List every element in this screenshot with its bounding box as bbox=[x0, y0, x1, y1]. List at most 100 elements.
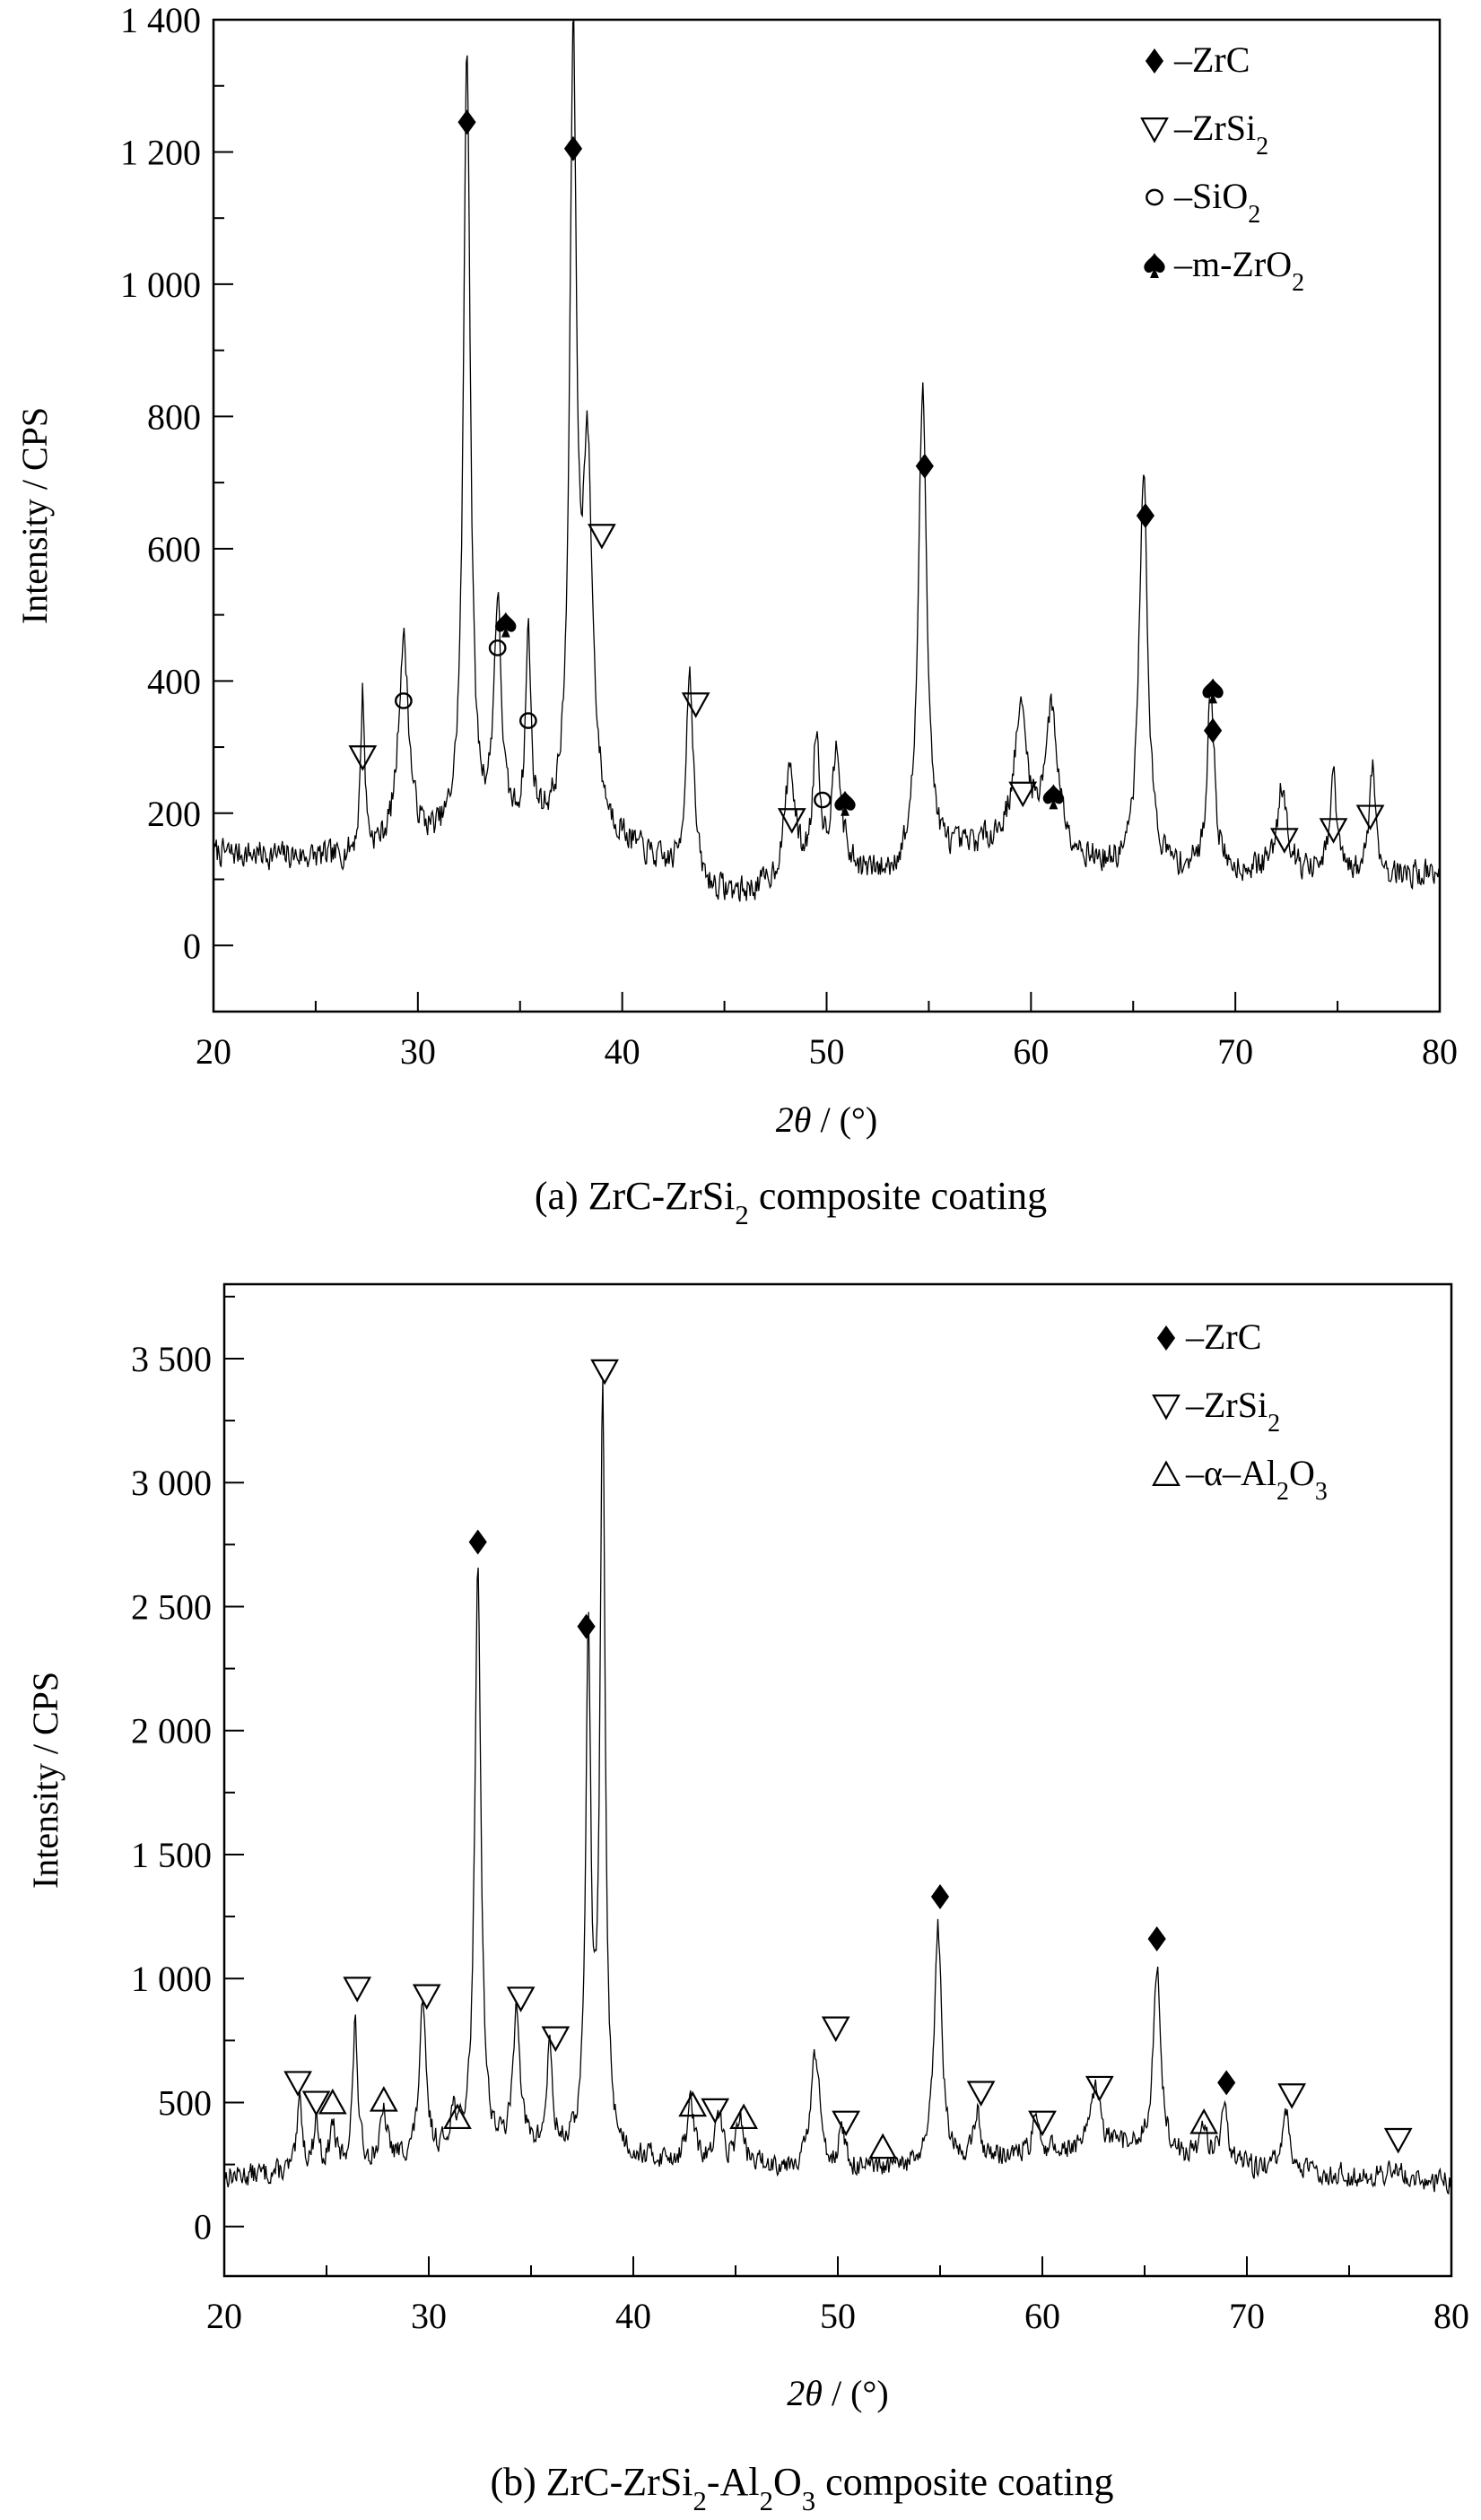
legend-entry: –ZrC bbox=[1173, 39, 1250, 80]
x-tick-label: 30 bbox=[400, 1031, 436, 1072]
peak-marker-spade bbox=[1042, 784, 1065, 810]
peak-marker-tri-down bbox=[821, 2016, 850, 2043]
peak-marker-diamond bbox=[577, 1613, 596, 1639]
x-axis-label: 2θ / (°) bbox=[787, 2373, 888, 2413]
peak-marker-tri-up bbox=[369, 2086, 398, 2112]
y-tick-label: 200 bbox=[147, 794, 201, 834]
peak-marker-tri-down bbox=[1355, 804, 1385, 831]
legend-marker-circle bbox=[1146, 188, 1163, 206]
x-tick-label: 20 bbox=[196, 1031, 231, 1072]
peak-marker-diamond bbox=[930, 1883, 950, 1909]
peak-marker-tri-down bbox=[701, 2098, 730, 2125]
peak-marker-tri-down bbox=[1008, 781, 1038, 808]
peak-marker-diamond bbox=[915, 453, 934, 479]
peak-marker-diamond bbox=[468, 1529, 487, 1555]
peak-marker-tri-down bbox=[412, 1984, 441, 2011]
figure-caption: (a) ZrC-ZrSi2 composite coating bbox=[535, 1174, 1047, 1230]
peak-marker-circle bbox=[395, 692, 413, 709]
peak-marker-circle bbox=[518, 712, 537, 729]
peak-marker-tri-down bbox=[283, 2071, 312, 2097]
peak-marker-spade bbox=[1202, 678, 1224, 704]
legend-marker-spade bbox=[1144, 253, 1165, 278]
y-tick-label: 1 200 bbox=[120, 132, 201, 172]
legend-entry: –SiO2 bbox=[1173, 176, 1260, 229]
y-tick-label: 800 bbox=[147, 396, 201, 437]
figure-caption: (b) ZrC-ZrSi2-Al2O3 composite coating bbox=[490, 2460, 1113, 2516]
y-tick-label: 1 000 bbox=[131, 1959, 212, 1999]
legend-marker-tri-up bbox=[1152, 1460, 1180, 1486]
x-tick-label: 50 bbox=[809, 1031, 845, 1072]
peak-marker-circle bbox=[488, 639, 507, 656]
legend-entry: –ZrC bbox=[1185, 1316, 1261, 1357]
legend-marker-tri-down bbox=[1140, 117, 1169, 143]
x-tick-label: 80 bbox=[1433, 2296, 1469, 2336]
peak-marker-tri-down bbox=[832, 2110, 860, 2137]
xrd-pattern-line bbox=[223, 1379, 1452, 2195]
legend-marker-tri-down bbox=[1152, 1395, 1180, 1421]
y-tick-label: 0 bbox=[183, 925, 201, 966]
peak-marker-tri-up bbox=[729, 2103, 758, 2130]
x-tick-label: 50 bbox=[820, 2296, 856, 2336]
y-tick-label: 2 500 bbox=[131, 1586, 212, 1627]
y-tick-label: 500 bbox=[158, 2082, 212, 2123]
peak-marker-tri-down bbox=[588, 524, 616, 550]
y-tick-label: 2 000 bbox=[131, 1711, 212, 1751]
peak-marker-tri-up bbox=[443, 2103, 472, 2130]
peak-marker-tri-down bbox=[1269, 828, 1299, 854]
legend-entry: –m-ZrO2 bbox=[1173, 244, 1304, 297]
y-tick-label: 3 500 bbox=[131, 1339, 212, 1379]
x-tick-label: 60 bbox=[1024, 2296, 1060, 2336]
peak-marker-tri-down bbox=[506, 1986, 536, 2012]
peak-marker-diamond bbox=[1136, 503, 1154, 528]
peak-marker-tri-down bbox=[343, 1977, 372, 2003]
y-tick-label: 1 500 bbox=[131, 1835, 212, 1875]
x-tick-label: 70 bbox=[1229, 2296, 1265, 2336]
y-tick-label: 600 bbox=[147, 529, 201, 569]
y-axis-label: Intensity / CPS bbox=[14, 407, 55, 624]
peak-marker-diamond bbox=[1147, 1925, 1166, 1951]
x-tick-label: 30 bbox=[411, 2296, 447, 2336]
peak-marker-tri-down bbox=[590, 1359, 619, 1386]
peak-marker-tri-down bbox=[301, 2090, 331, 2117]
y-tick-label: 1 400 bbox=[120, 0, 201, 40]
peak-marker-tri-down bbox=[681, 692, 710, 718]
peak-marker-circle bbox=[814, 791, 832, 809]
peak-marker-tri-down bbox=[1383, 2127, 1413, 2154]
y-tick-label: 1 000 bbox=[120, 265, 201, 305]
peak-marker-tri-down bbox=[777, 808, 806, 834]
y-tick-label: 400 bbox=[147, 661, 201, 701]
y-axis-label: Intensity / CPS bbox=[25, 1672, 65, 1889]
peak-marker-diamond bbox=[1204, 717, 1223, 743]
x-tick-label: 80 bbox=[1422, 1031, 1458, 1072]
peak-marker-tri-down bbox=[348, 745, 378, 771]
peak-marker-tri-down bbox=[1085, 2075, 1114, 2102]
peak-marker-diamond bbox=[457, 109, 476, 135]
legend-entry: –α–Al2O3 bbox=[1185, 1453, 1328, 1506]
peak-marker-tri-down bbox=[1277, 2083, 1307, 2109]
peak-marker-diamond bbox=[1217, 2070, 1236, 2096]
peak-marker-tri-down bbox=[1028, 2110, 1057, 2137]
peak-marker-tri-down bbox=[1319, 818, 1348, 844]
x-tick-label: 70 bbox=[1217, 1031, 1253, 1072]
x-tick-label: 60 bbox=[1013, 1031, 1049, 1072]
y-tick-label: 3 000 bbox=[131, 1463, 212, 1503]
legend-entry: –ZrSi2 bbox=[1173, 108, 1268, 161]
xrd-pattern-line bbox=[213, 20, 1441, 902]
x-tick-label: 40 bbox=[605, 1031, 640, 1072]
peak-marker-tri-up bbox=[868, 2133, 898, 2159]
x-tick-label: 20 bbox=[206, 2296, 242, 2336]
legend-marker-diamond bbox=[1145, 48, 1164, 74]
x-tick-label: 40 bbox=[615, 2296, 651, 2336]
peak-marker-spade bbox=[495, 612, 517, 638]
chart-panel-b: 20 30 40 50 60 70 80 0 500 1 000 1 500 2 000 2 500 3 … bbox=[25, 1282, 1469, 2516]
peak-marker-tri-up bbox=[1189, 2108, 1218, 2134]
peak-marker-tri-down bbox=[966, 2081, 996, 2107]
peak-marker-tri-down bbox=[541, 2026, 571, 2053]
y-tick-label: 0 bbox=[194, 2207, 212, 2247]
x-axis-label: 2θ / (°) bbox=[776, 1099, 877, 1140]
peak-marker-diamond bbox=[563, 135, 583, 161]
legend-marker-diamond bbox=[1156, 1325, 1176, 1351]
peak-marker-spade bbox=[834, 790, 856, 816]
